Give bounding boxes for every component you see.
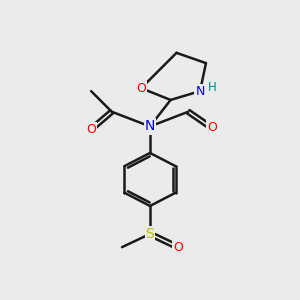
Text: S: S — [146, 227, 154, 241]
Text: O: O — [173, 241, 183, 254]
Text: O: O — [136, 82, 146, 95]
Text: N: N — [195, 85, 205, 98]
Text: O: O — [207, 122, 217, 134]
Text: H: H — [208, 81, 217, 94]
Text: O: O — [86, 123, 96, 136]
Text: N: N — [145, 119, 155, 134]
